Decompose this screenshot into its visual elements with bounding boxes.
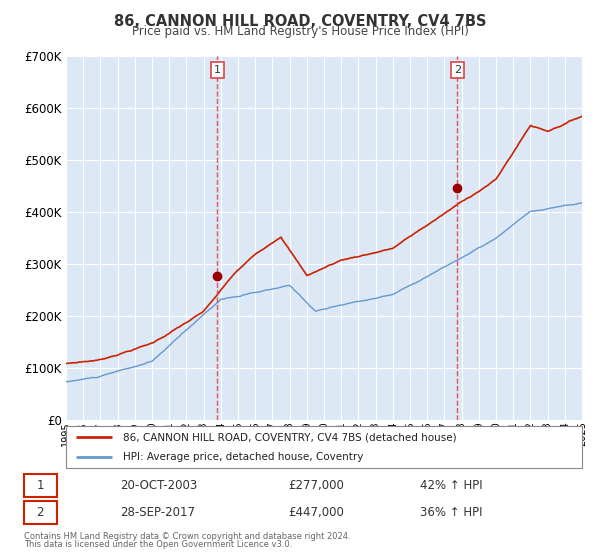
FancyBboxPatch shape — [24, 474, 57, 497]
Text: 2: 2 — [454, 65, 461, 75]
Text: £277,000: £277,000 — [288, 479, 344, 492]
Bar — [217, 56, 457, 420]
Text: 36% ↑ HPI: 36% ↑ HPI — [420, 506, 482, 519]
Text: This data is licensed under the Open Government Licence v3.0.: This data is licensed under the Open Gov… — [24, 540, 292, 549]
Text: 86, CANNON HILL ROAD, COVENTRY, CV4 7BS: 86, CANNON HILL ROAD, COVENTRY, CV4 7BS — [114, 14, 486, 29]
Text: 20-OCT-2003: 20-OCT-2003 — [120, 479, 197, 492]
Text: Contains HM Land Registry data © Crown copyright and database right 2024.: Contains HM Land Registry data © Crown c… — [24, 532, 350, 541]
Text: Price paid vs. HM Land Registry's House Price Index (HPI): Price paid vs. HM Land Registry's House … — [131, 25, 469, 38]
FancyBboxPatch shape — [24, 501, 57, 524]
Text: 1: 1 — [37, 479, 44, 492]
Text: £447,000: £447,000 — [288, 506, 344, 519]
Text: 28-SEP-2017: 28-SEP-2017 — [120, 506, 195, 519]
Text: 1: 1 — [214, 65, 221, 75]
Text: 42% ↑ HPI: 42% ↑ HPI — [420, 479, 482, 492]
Text: 86, CANNON HILL ROAD, COVENTRY, CV4 7BS (detached house): 86, CANNON HILL ROAD, COVENTRY, CV4 7BS … — [123, 432, 457, 442]
Text: 2: 2 — [37, 506, 44, 519]
Text: HPI: Average price, detached house, Coventry: HPI: Average price, detached house, Cove… — [123, 452, 363, 462]
FancyBboxPatch shape — [66, 426, 582, 468]
